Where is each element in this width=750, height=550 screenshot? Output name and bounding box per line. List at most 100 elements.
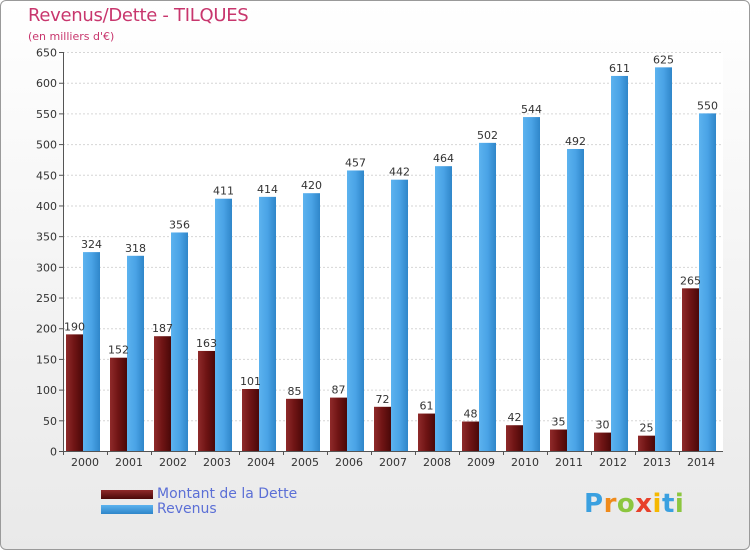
logo-letter: x xyxy=(635,489,653,519)
data-label-dette: 163 xyxy=(196,337,217,350)
bar-dette xyxy=(462,421,479,451)
data-label-revenus: 502 xyxy=(477,129,498,142)
data-label-revenus: 420 xyxy=(301,179,322,192)
y-tick-label: 650 xyxy=(36,47,57,60)
bar-revenus xyxy=(83,252,100,451)
y-tick-label: 500 xyxy=(36,139,57,152)
y-tick-label: 150 xyxy=(36,353,57,366)
y-tick-label: 600 xyxy=(36,77,57,90)
bar-dette xyxy=(66,334,83,451)
x-tick-label: 2013 xyxy=(643,456,671,469)
data-label-revenus: 464 xyxy=(433,152,454,165)
bar-revenus xyxy=(479,142,496,451)
y-tick-label: 200 xyxy=(36,323,57,336)
proxiti-logo: Proxiti xyxy=(584,489,684,519)
legend-label-revenus: Revenus xyxy=(157,501,217,517)
bar-revenus xyxy=(567,148,584,452)
bar-revenus xyxy=(391,179,408,451)
y-tick-label: 100 xyxy=(36,384,57,397)
x-tick-label: 2009 xyxy=(467,456,495,469)
bar-dette xyxy=(110,357,127,451)
data-label-dette: 48 xyxy=(464,408,478,421)
bar-dette xyxy=(198,350,215,451)
bar-dette xyxy=(154,336,171,451)
data-label-dette: 42 xyxy=(508,411,522,424)
bar-dette xyxy=(286,398,303,451)
bar-dette xyxy=(506,425,523,451)
y-tick-label: 0 xyxy=(50,446,57,459)
y-tick-label: 550 xyxy=(36,108,57,121)
data-label-revenus: 324 xyxy=(81,238,102,251)
data-label-dette: 190 xyxy=(64,320,85,333)
x-tick-label: 2005 xyxy=(291,456,319,469)
x-tick-label: 2007 xyxy=(379,456,407,469)
data-label-dette: 30 xyxy=(596,419,610,432)
y-tick-label: 450 xyxy=(36,169,57,182)
data-label-revenus: 414 xyxy=(257,183,278,196)
x-tick-label: 2001 xyxy=(115,456,143,469)
y-tick-label: 50 xyxy=(43,415,57,428)
bar-revenus xyxy=(699,113,716,451)
data-label-dette: 152 xyxy=(108,344,129,357)
data-label-revenus: 356 xyxy=(169,218,190,231)
bar-revenus xyxy=(347,170,364,452)
bar-revenus xyxy=(171,232,188,451)
y-tick-label: 250 xyxy=(36,292,57,305)
bar-dette xyxy=(242,389,259,451)
x-tick-label: 2004 xyxy=(247,456,275,469)
data-label-dette: 265 xyxy=(680,274,701,287)
x-tick-label: 2010 xyxy=(511,456,539,469)
x-tick-label: 2000 xyxy=(71,456,99,469)
data-label-dette: 35 xyxy=(552,416,566,429)
legend-swatch-debt xyxy=(101,490,153,499)
bar-dette xyxy=(682,288,699,451)
data-label-revenus: 544 xyxy=(521,103,542,116)
y-tick-label: 300 xyxy=(36,261,57,274)
logo-letter: r xyxy=(603,489,617,519)
x-tick-label: 2002 xyxy=(159,456,187,469)
logo-letter: P xyxy=(584,489,604,519)
data-label-revenus: 411 xyxy=(213,185,234,198)
chart-subtitle: (en milliers d'€) xyxy=(28,30,115,43)
data-label-dette: 25 xyxy=(640,422,654,435)
x-tick-label: 2003 xyxy=(203,456,231,469)
data-label-dette: 101 xyxy=(240,375,261,388)
data-label-dette: 72 xyxy=(376,393,390,406)
logo-letter: o xyxy=(616,489,636,519)
legend-swatch-revenus xyxy=(101,505,153,514)
bar-revenus xyxy=(303,193,320,451)
bar-revenus xyxy=(655,67,672,451)
bar-revenus xyxy=(611,75,628,451)
data-label-revenus: 318 xyxy=(125,242,146,255)
legend-label-debt: Montant de la Dette xyxy=(157,486,298,502)
logo-letter: t xyxy=(661,489,675,519)
data-label-revenus: 611 xyxy=(609,62,630,75)
data-label-revenus: 550 xyxy=(697,99,718,112)
y-tick-label: 400 xyxy=(36,200,57,213)
logo-letter: i xyxy=(674,489,685,519)
bar-dette xyxy=(638,435,655,451)
x-tick-label: 2014 xyxy=(687,456,715,469)
y-tick-label: 350 xyxy=(36,231,57,244)
bar-dette xyxy=(550,429,567,451)
data-label-revenus: 492 xyxy=(565,135,586,148)
bar-revenus xyxy=(523,117,540,452)
x-tick-label: 2012 xyxy=(599,456,627,469)
data-label-dette: 87 xyxy=(332,384,346,397)
bar-dette xyxy=(418,413,435,451)
bar-dette xyxy=(330,397,347,451)
data-label-revenus: 625 xyxy=(653,53,674,66)
bar-dette xyxy=(374,406,391,451)
chart-title: Revenus/Dette - TILQUES xyxy=(28,5,249,26)
x-tick-label: 2011 xyxy=(555,456,583,469)
data-label-revenus: 442 xyxy=(389,166,410,179)
bar-dette xyxy=(594,432,611,451)
data-label-dette: 85 xyxy=(288,385,302,398)
bar-revenus xyxy=(259,196,276,451)
data-label-dette: 187 xyxy=(152,322,173,335)
data-label-dette: 61 xyxy=(420,400,434,413)
x-tick-label: 2006 xyxy=(335,456,363,469)
x-tick-label: 2008 xyxy=(423,456,451,469)
